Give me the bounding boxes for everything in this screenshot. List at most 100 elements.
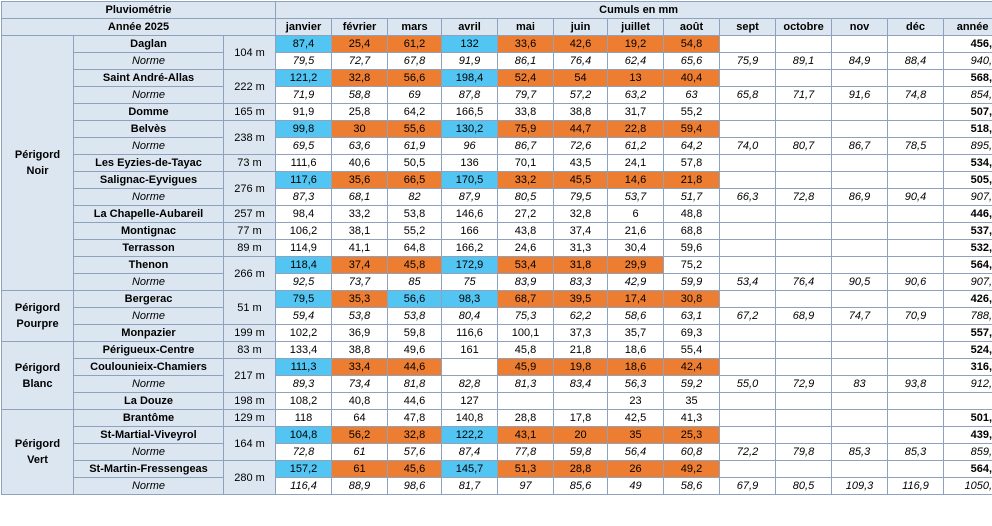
month-value: 40,4: [664, 70, 720, 87]
month-value: 43,5: [554, 155, 608, 172]
station-name: St-Martin-Fressengeas: [74, 461, 224, 478]
month-value: 66,5: [388, 172, 442, 189]
month-value: 38,8: [332, 342, 388, 359]
station-name: Coulounieix-Chamiers: [74, 359, 224, 376]
norm-value: 81,8: [388, 376, 442, 393]
month-value: 33,6: [498, 36, 554, 53]
station-name: Monpazier: [74, 325, 224, 342]
norm-value: 116,4: [276, 478, 332, 495]
cumuls-label: Cumuls en mm: [276, 2, 992, 19]
norm-value: 87,8: [442, 87, 498, 104]
month-value: 91,9: [276, 104, 332, 121]
month-value: 49,2: [664, 461, 720, 478]
norm-label: Norme: [74, 138, 224, 155]
month-value: 166,2: [442, 240, 498, 257]
month-value: [498, 393, 554, 410]
norm-value: 80,5: [498, 189, 554, 206]
month-value: 56,6: [388, 291, 442, 308]
month-value: [832, 223, 888, 240]
annual-total: 532,9: [944, 240, 992, 257]
month-value: 32,8: [554, 206, 608, 223]
month-header: février: [332, 19, 388, 36]
month-value: 43,1: [498, 427, 554, 444]
month-value: 64,2: [388, 104, 442, 121]
month-value: 35,6: [332, 172, 388, 189]
month-value: [776, 410, 832, 427]
month-header: janvier: [276, 19, 332, 36]
month-value: 45,6: [388, 461, 442, 478]
month-value: 38,8: [554, 104, 608, 121]
month-value: 45,8: [388, 257, 442, 274]
month-value: 37,3: [554, 325, 608, 342]
norm-value: 83,3: [554, 274, 608, 291]
month-value: 13: [608, 70, 664, 87]
norm-value: 93,8: [888, 376, 944, 393]
norm-value: 62,4: [608, 53, 664, 70]
annual-norm: 912,2: [944, 376, 992, 393]
month-value: 170,5: [442, 172, 498, 189]
month-value: 108,2: [276, 393, 332, 410]
month-value: 24,6: [498, 240, 554, 257]
norm-value: 86,1: [498, 53, 554, 70]
norm-label: Norme: [74, 53, 224, 70]
region-name: Périgord Pourpre: [2, 291, 74, 342]
annual-total: 501,0: [944, 410, 992, 427]
month-value: [832, 291, 888, 308]
month-value: 23: [608, 393, 664, 410]
norm-value: 72,8: [776, 189, 832, 206]
month-value: [776, 359, 832, 376]
norm-value: 79,8: [776, 444, 832, 461]
month-value: 61: [332, 461, 388, 478]
norm-value: 80,4: [442, 308, 498, 325]
month-value: 122,2: [442, 427, 498, 444]
annual-total: 518,4: [944, 121, 992, 138]
norm-label: Norme: [74, 274, 224, 291]
month-value: [776, 240, 832, 257]
norm-value: 61,2: [608, 138, 664, 155]
station-name: Périgueux-Centre: [74, 342, 224, 359]
month-header: avril: [442, 19, 498, 36]
month-value: 32,8: [332, 70, 388, 87]
month-value: [832, 172, 888, 189]
norm-value: 68,1: [332, 189, 388, 206]
month-value: 21,6: [608, 223, 664, 240]
month-value: [832, 410, 888, 427]
norm-value: 74,0: [720, 138, 776, 155]
month-value: [888, 342, 944, 359]
month-value: 21,8: [554, 342, 608, 359]
region-name: Périgord Blanc: [2, 342, 74, 410]
norm-value: 58,6: [664, 478, 720, 495]
station-altitude: 51 m: [224, 291, 276, 325]
month-value: 59,4: [664, 121, 720, 138]
month-value: [720, 342, 776, 359]
month-value: 40,8: [332, 393, 388, 410]
month-value: [720, 36, 776, 53]
norm-value: 73,4: [332, 376, 388, 393]
month-value: 41,3: [664, 410, 720, 427]
month-value: 25,8: [332, 104, 388, 121]
station-name: Les Eyzies-de-Tayac: [74, 155, 224, 172]
month-value: [776, 172, 832, 189]
month-value: 55,2: [664, 104, 720, 121]
month-value: 37,4: [332, 257, 388, 274]
month-value: 118,4: [276, 257, 332, 274]
norm-value: 69: [388, 87, 442, 104]
month-value: [832, 121, 888, 138]
norm-value: 49: [608, 478, 664, 495]
norm-value: 76,4: [776, 274, 832, 291]
norm-value: 69,5: [276, 138, 332, 155]
norm-value: 67,9: [720, 478, 776, 495]
station-altitude: 83 m: [224, 342, 276, 359]
station-altitude: 222 m: [224, 70, 276, 104]
month-value: [720, 121, 776, 138]
month-value: 44,7: [554, 121, 608, 138]
month-value: 100,1: [498, 325, 554, 342]
month-value: [776, 325, 832, 342]
station-name: Brantôme: [74, 410, 224, 427]
month-value: 26: [608, 461, 664, 478]
